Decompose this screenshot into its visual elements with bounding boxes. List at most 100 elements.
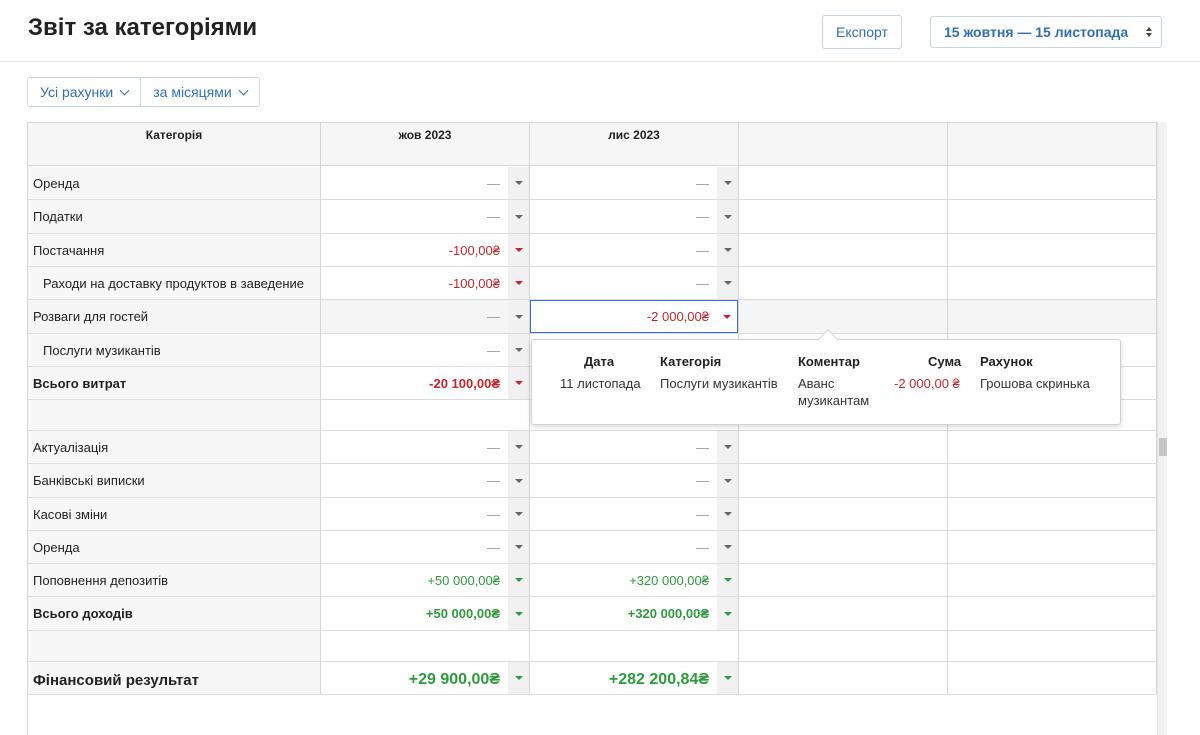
- value-cell[interactable]: +29 900,00₴: [321, 662, 529, 694]
- cell-value: —: [487, 473, 500, 488]
- value-cell[interactable]: —: [321, 300, 529, 333]
- empty-cell: [321, 400, 529, 430]
- cell-dropdown-icon[interactable]: [717, 662, 738, 694]
- cell-value: -100,00₴: [448, 243, 500, 258]
- cell-value: -20 100,00₴: [429, 376, 500, 391]
- row-label: [28, 400, 320, 430]
- empty-cell: [739, 267, 947, 299]
- value-cell-selected[interactable]: -2 000,00₴: [530, 300, 738, 333]
- value-cell[interactable]: —: [321, 334, 529, 366]
- popup-comment-line1: Аванс: [798, 376, 835, 391]
- table-row: Постачання -100,00₴ —: [28, 234, 1158, 267]
- cell-value: —: [487, 507, 500, 522]
- value-cell[interactable]: —: [530, 431, 738, 463]
- scrollbar-thumb[interactable]: [1159, 438, 1167, 456]
- cell-dropdown-icon[interactable]: [717, 597, 738, 630]
- value-cell[interactable]: +320 000,00₴: [530, 564, 738, 596]
- value-cell[interactable]: —: [530, 200, 738, 233]
- value-cell[interactable]: —: [321, 431, 529, 463]
- value-cell[interactable]: +320 000,00₴: [530, 597, 738, 630]
- value-cell[interactable]: -20 100,00₴: [321, 367, 529, 399]
- cell-value: —: [487, 209, 500, 224]
- empty-cell: [739, 564, 947, 596]
- empty-cell: [739, 498, 947, 530]
- cell-dropdown-icon[interactable]: [717, 200, 738, 233]
- popup-header-amount: Сума: [928, 354, 962, 369]
- updown-arrows-icon: [1146, 25, 1152, 39]
- cell-dropdown-icon[interactable]: [508, 564, 529, 596]
- cell-value: —: [696, 243, 709, 258]
- cell-dropdown-icon[interactable]: [508, 464, 529, 497]
- value-cell[interactable]: —: [321, 464, 529, 497]
- cell-value: —: [696, 440, 709, 455]
- export-button[interactable]: Експорт: [822, 15, 902, 49]
- value-cell[interactable]: —: [530, 167, 738, 199]
- cell-dropdown-icon[interactable]: [717, 167, 738, 199]
- vertical-scrollbar[interactable]: [1157, 122, 1167, 735]
- cell-dropdown-icon[interactable]: [717, 464, 738, 497]
- empty-cell: [739, 531, 947, 563]
- value-cell[interactable]: —: [530, 267, 738, 299]
- cell-dropdown-icon[interactable]: [717, 431, 738, 463]
- period-filter[interactable]: за місяцями: [140, 78, 259, 106]
- empty-cell: [739, 167, 947, 199]
- cell-dropdown-icon[interactable]: [508, 431, 529, 463]
- value-cell[interactable]: —: [530, 234, 738, 266]
- cell-dropdown-icon[interactable]: [508, 167, 529, 199]
- cell-dropdown-icon[interactable]: [717, 498, 738, 530]
- row-label: Поповнення депозитів: [28, 564, 320, 596]
- value-cell[interactable]: —: [321, 498, 529, 530]
- month-column-header: жов 2023: [398, 128, 452, 142]
- empty-cell: [739, 631, 947, 661]
- cell-dropdown-icon[interactable]: [717, 564, 738, 596]
- value-cell[interactable]: —: [321, 200, 529, 233]
- spacer-row: [28, 631, 1158, 662]
- value-cell[interactable]: —: [321, 531, 529, 563]
- cell-dropdown-icon[interactable]: [508, 267, 529, 299]
- table-header-row: Категорія жов 2023 лис 2023: [28, 123, 1158, 166]
- empty-cell: [948, 300, 1156, 333]
- value-cell[interactable]: +282 200,84₴: [530, 662, 738, 694]
- cell-dropdown-icon[interactable]: [508, 531, 529, 563]
- date-range-picker[interactable]: 15 жовтня — 15 листопада: [930, 16, 1162, 48]
- row-label: Оренда: [28, 531, 320, 563]
- value-cell[interactable]: —: [321, 167, 529, 199]
- value-cell[interactable]: +50 000,00₴: [321, 564, 529, 596]
- row-label: [28, 631, 320, 661]
- cell-dropdown-icon[interactable]: [508, 498, 529, 530]
- cell-dropdown-icon[interactable]: [508, 334, 529, 366]
- cell-value: —: [487, 309, 500, 324]
- value-cell[interactable]: —: [530, 531, 738, 563]
- cell-dropdown-icon[interactable]: [508, 234, 529, 266]
- value-cell[interactable]: —: [530, 498, 738, 530]
- cell-value: —: [696, 209, 709, 224]
- cell-value: +50 000,00₴: [425, 606, 500, 621]
- cell-dropdown-icon[interactable]: [508, 300, 529, 333]
- value-cell[interactable]: -100,00₴: [321, 234, 529, 266]
- popup-comment-line2: музикантам: [798, 393, 870, 408]
- popup-category: Послуги музикантів: [660, 376, 778, 391]
- popup-date: 11 листопада: [560, 376, 641, 391]
- cell-dropdown-icon[interactable]: [717, 531, 738, 563]
- cell-dropdown-icon[interactable]: [508, 200, 529, 233]
- row-label: Раходи на доставку продуктов в заведение: [28, 267, 320, 299]
- transaction-popup: Дата Категорія Коментар Сума Рахунок 11 …: [531, 329, 1121, 425]
- month-column-header: лис 2023: [608, 128, 660, 142]
- value-cell[interactable]: -100,00₴: [321, 267, 529, 299]
- cell-dropdown-icon[interactable]: [508, 597, 529, 630]
- empty-cell: [321, 631, 529, 661]
- column-divider: [1156, 123, 1157, 695]
- row-label: Оренда: [28, 167, 320, 199]
- accounts-filter[interactable]: Усі рахунки: [28, 78, 141, 106]
- cell-dropdown-icon[interactable]: [717, 267, 738, 299]
- value-cell[interactable]: —: [530, 464, 738, 497]
- cell-dropdown-icon[interactable]: [717, 234, 738, 266]
- empty-cell: [948, 167, 1156, 199]
- financial-result-row: Фінансовий результат +29 900,00₴ +282 20…: [28, 662, 1158, 695]
- value-cell[interactable]: +50 000,00₴: [321, 597, 529, 630]
- row-label: Розваги для гостей: [28, 300, 320, 333]
- cell-dropdown-icon[interactable]: [508, 662, 529, 694]
- cell-dropdown-icon[interactable]: [508, 367, 529, 399]
- empty-cell: [739, 662, 947, 694]
- cell-dropdown-icon[interactable]: [716, 301, 737, 332]
